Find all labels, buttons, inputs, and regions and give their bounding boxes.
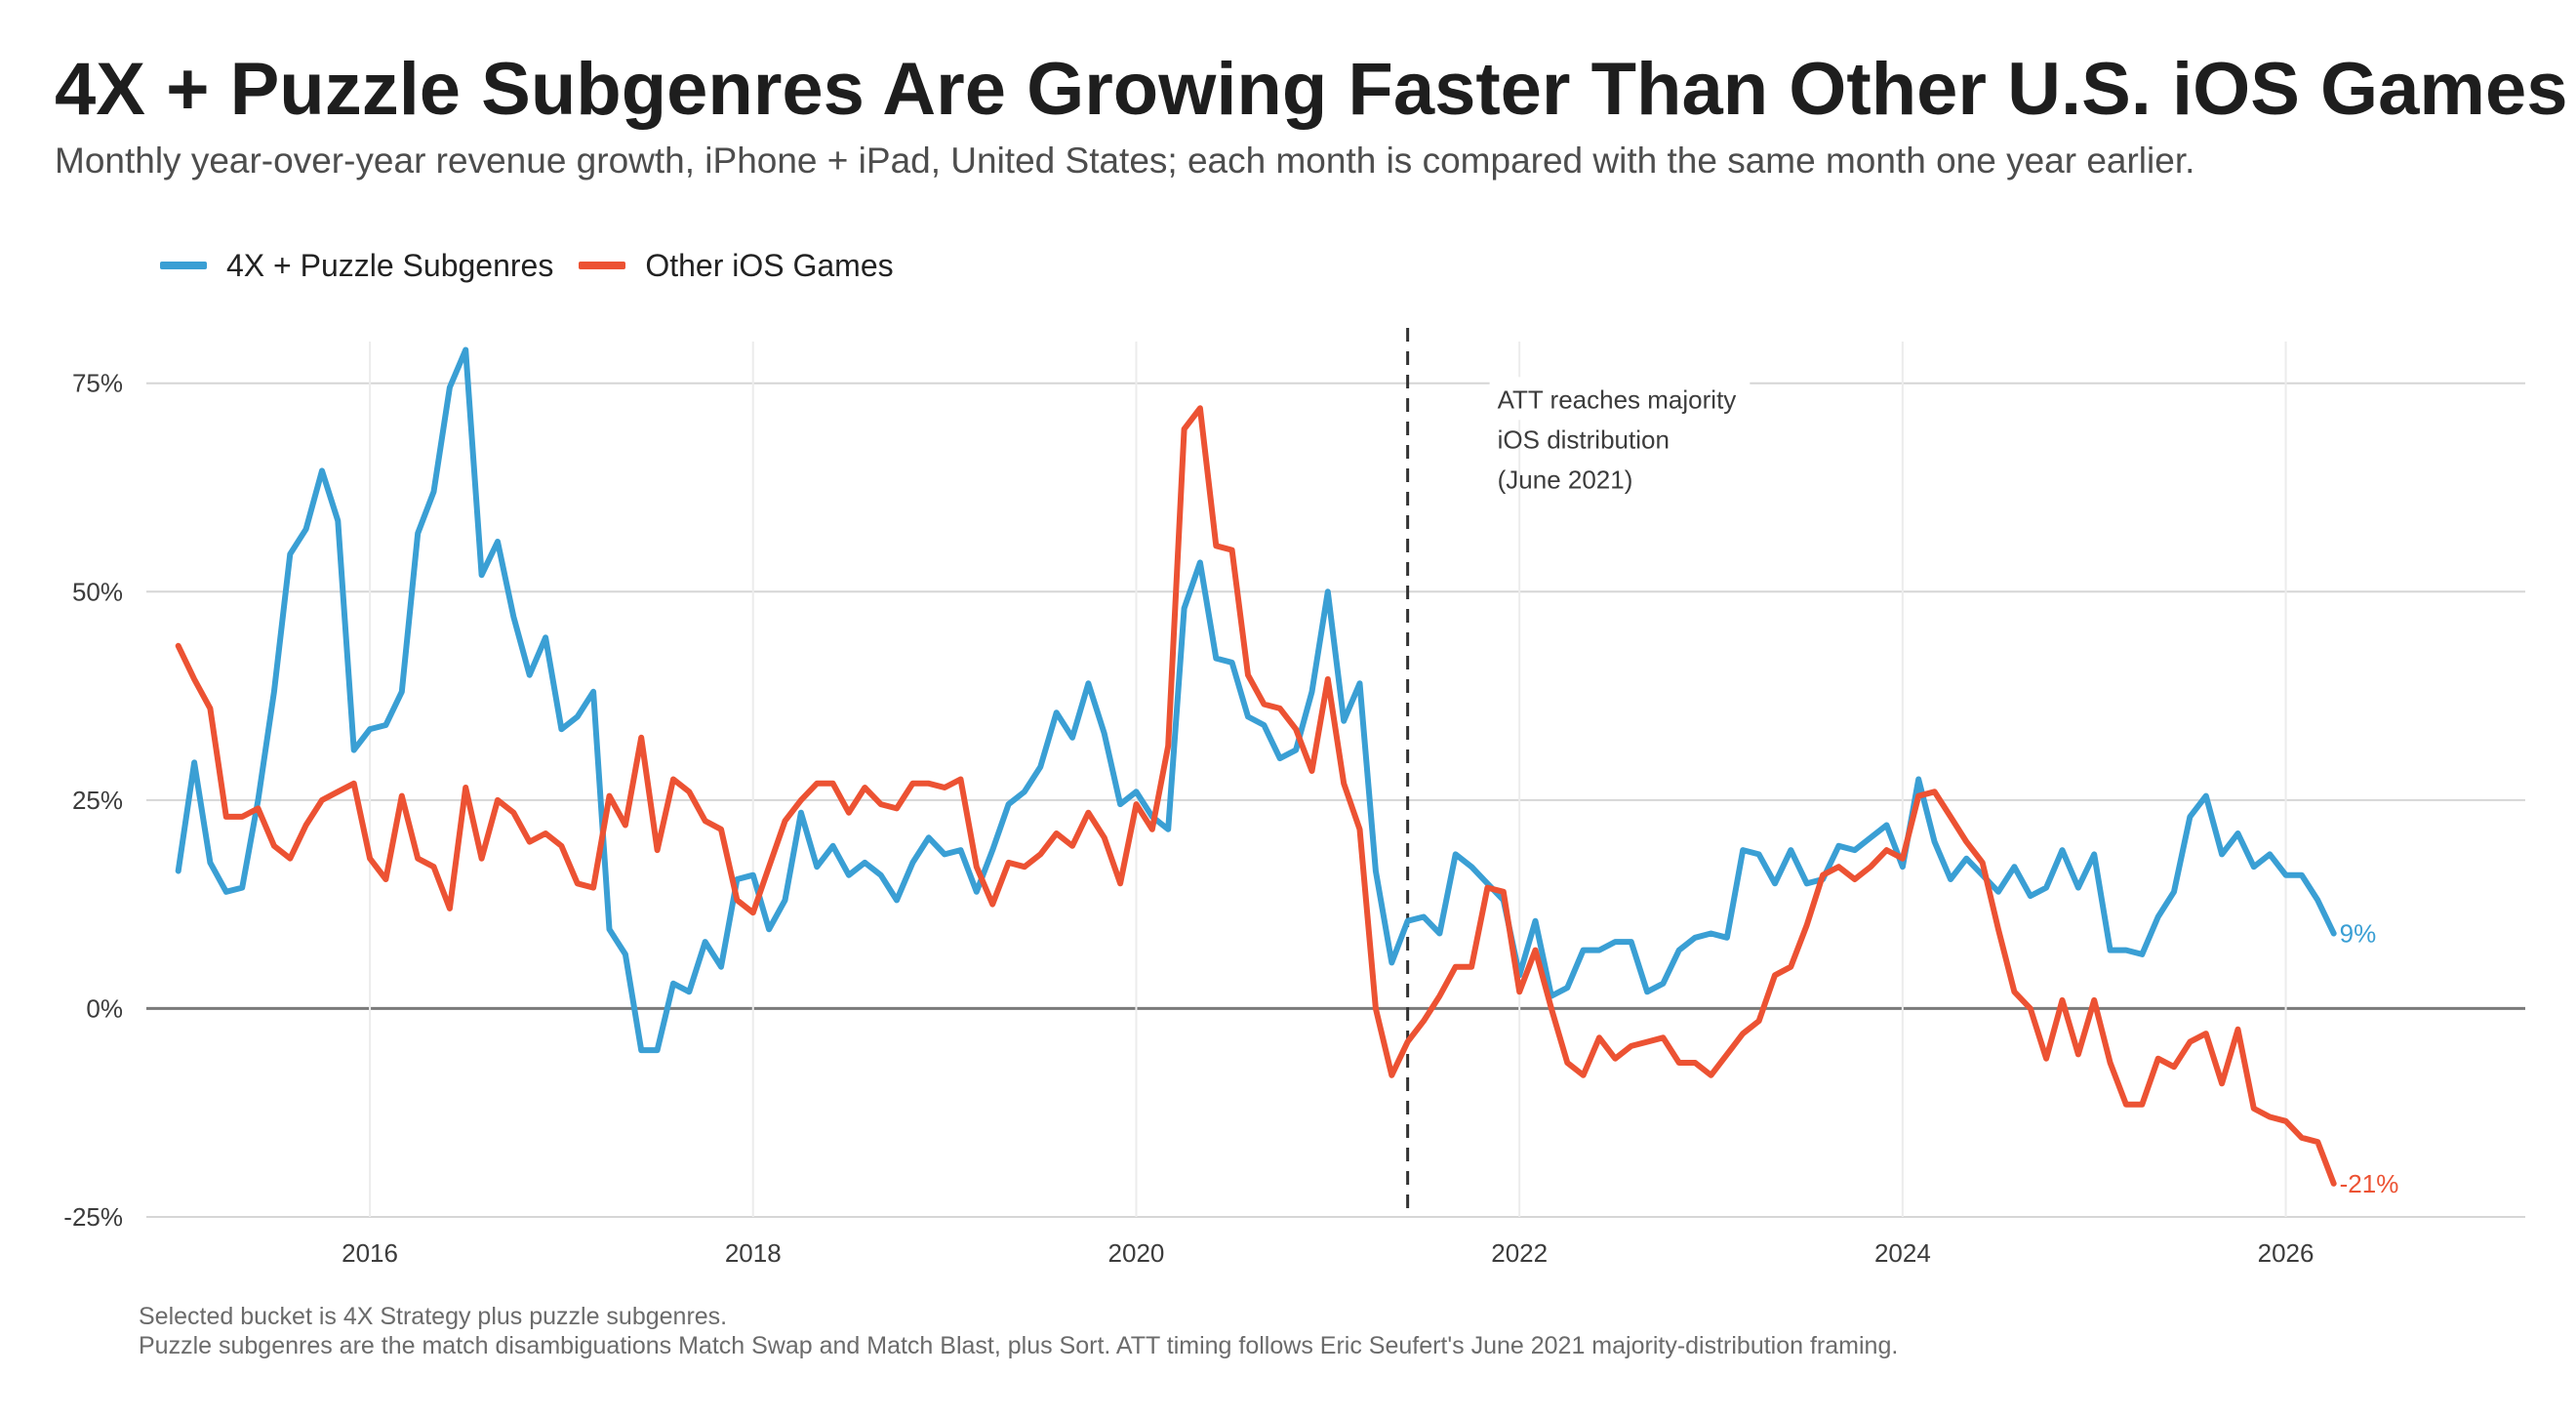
- y-tick-label: 25%: [72, 786, 123, 815]
- legend-item-selected: 4X + Puzzle Subgenres: [160, 248, 553, 284]
- legend-swatch-other: [579, 262, 626, 269]
- legend-label-selected: 4X + Puzzle Subgenres: [226, 247, 554, 283]
- annotation-text-line: iOS distribution: [1498, 425, 1670, 454]
- chart-subtitle: Monthly year-over-year revenue growth, i…: [55, 141, 2195, 181]
- annotation-text-line: (June 2021): [1498, 465, 1633, 494]
- x-tick-label: 2024: [1874, 1238, 1931, 1268]
- caption-line-1: Selected bucket is 4X Strategy plus puzz…: [139, 1303, 728, 1330]
- y-tick-label: 0%: [86, 993, 123, 1023]
- annotation-background: [1489, 377, 1751, 421]
- legend-swatch-selected: [160, 262, 207, 269]
- y-tick-label: 75%: [72, 369, 123, 398]
- tick-labels: 75% 50% 25% 0% -25% 2016 2018 2020 2022 2024 2026: [63, 369, 2314, 1268]
- legend: 4X + Puzzle Subgenres Other iOS Games: [160, 244, 919, 287]
- end-label-other: -21%: [2340, 1169, 2399, 1198]
- x-tick-label: 2018: [725, 1238, 782, 1268]
- caption-line-2: Puzzle subgenres are the match disambigu…: [139, 1332, 1899, 1359]
- x-tick-label: 2016: [342, 1238, 398, 1268]
- chart-title: 4X + Puzzle Subgenres Are Growing Faster…: [55, 48, 2568, 131]
- x-tick-label: 2022: [1491, 1238, 1548, 1268]
- legend-label-other: Other iOS Games: [645, 247, 894, 283]
- end-label-selected: 9%: [2340, 919, 2377, 949]
- y-tick-label: -25%: [63, 1202, 123, 1232]
- series-line-other: [175, 405, 2337, 1187]
- annotation-text-line: ATT reaches majority: [1498, 385, 1737, 414]
- y-tick-label: 50%: [72, 577, 123, 606]
- series-line-selected: [175, 346, 2337, 1054]
- x-tick-label: 2020: [1108, 1238, 1165, 1268]
- grid: [146, 342, 2525, 1218]
- chart-caption: Selected bucket is 4X Strategy plus puzz…: [139, 1302, 1898, 1360]
- annotation: ATT reaches majority iOS distribution (Jun…: [1406, 328, 1751, 1217]
- x-tick-label: 2026: [2258, 1238, 2314, 1268]
- series-lines: 9% -21%: [175, 346, 2399, 1198]
- legend-item-other: Other iOS Games: [579, 247, 894, 284]
